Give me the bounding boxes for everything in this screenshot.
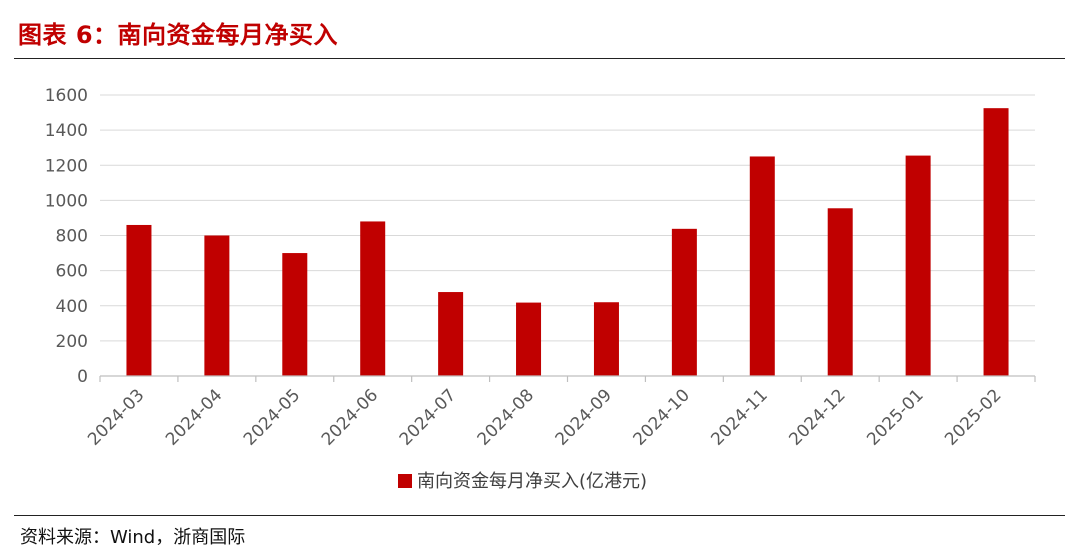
x-tick-label: 2024-03 [84, 385, 148, 449]
y-tick-label: 800 [56, 227, 88, 247]
x-tick-label: 2024-09 [552, 385, 616, 449]
bar-2024-12 [827, 208, 853, 376]
bar-2024-11 [749, 156, 775, 376]
y-tick-label: 1000 [45, 191, 88, 211]
bar-2024-05 [282, 253, 308, 376]
x-tick-label: 2025-01 [863, 385, 927, 449]
bar-2025-01 [905, 155, 931, 376]
y-tick-label: 600 [56, 262, 88, 282]
bar-2025-02 [983, 108, 1009, 376]
bar-2024-03 [126, 224, 152, 376]
grid-lines [100, 94, 1035, 342]
x-tick-label: 2024-12 [785, 385, 849, 449]
bar-2024-09 [593, 302, 619, 376]
y-tick-label: 0 [77, 367, 88, 387]
x-tick-label: 2024-06 [318, 385, 382, 449]
y-tick-label: 1600 [45, 86, 88, 106]
bar-2024-08 [516, 302, 542, 376]
x-tick-label: 2024-07 [396, 385, 460, 449]
x-tick-label: 2024-10 [630, 385, 694, 449]
figure-title: 图表 6：南向资金每月净买入 [18, 21, 339, 49]
x-tick-label: 2025-02 [941, 385, 1005, 449]
x-tick-label: 2024-05 [240, 385, 304, 449]
bar-2024-04 [204, 235, 230, 376]
y-tick-label: 400 [56, 297, 88, 317]
legend: 南向资金每月净买入(亿港元) [398, 471, 647, 492]
y-tick-label: 1200 [45, 156, 88, 176]
bars [126, 108, 1009, 376]
x-tick-label: 2024-04 [162, 385, 226, 449]
y-tick-label: 1400 [45, 121, 88, 141]
y-tick-label: 200 [56, 332, 88, 352]
footer-rule [14, 515, 1065, 516]
source-note: 资料来源：Wind，浙商国际 [20, 527, 246, 548]
x-tick-label: 2024-08 [474, 385, 538, 449]
legend-label: 南向资金每月净买入(亿港元) [417, 471, 647, 492]
bar-2024-07 [438, 292, 464, 376]
title-underline [14, 58, 1065, 59]
bar-2024-06 [360, 221, 386, 376]
bar-2024-10 [671, 228, 697, 376]
legend-swatch [398, 474, 412, 488]
x-tick-label: 2024-11 [707, 385, 771, 449]
